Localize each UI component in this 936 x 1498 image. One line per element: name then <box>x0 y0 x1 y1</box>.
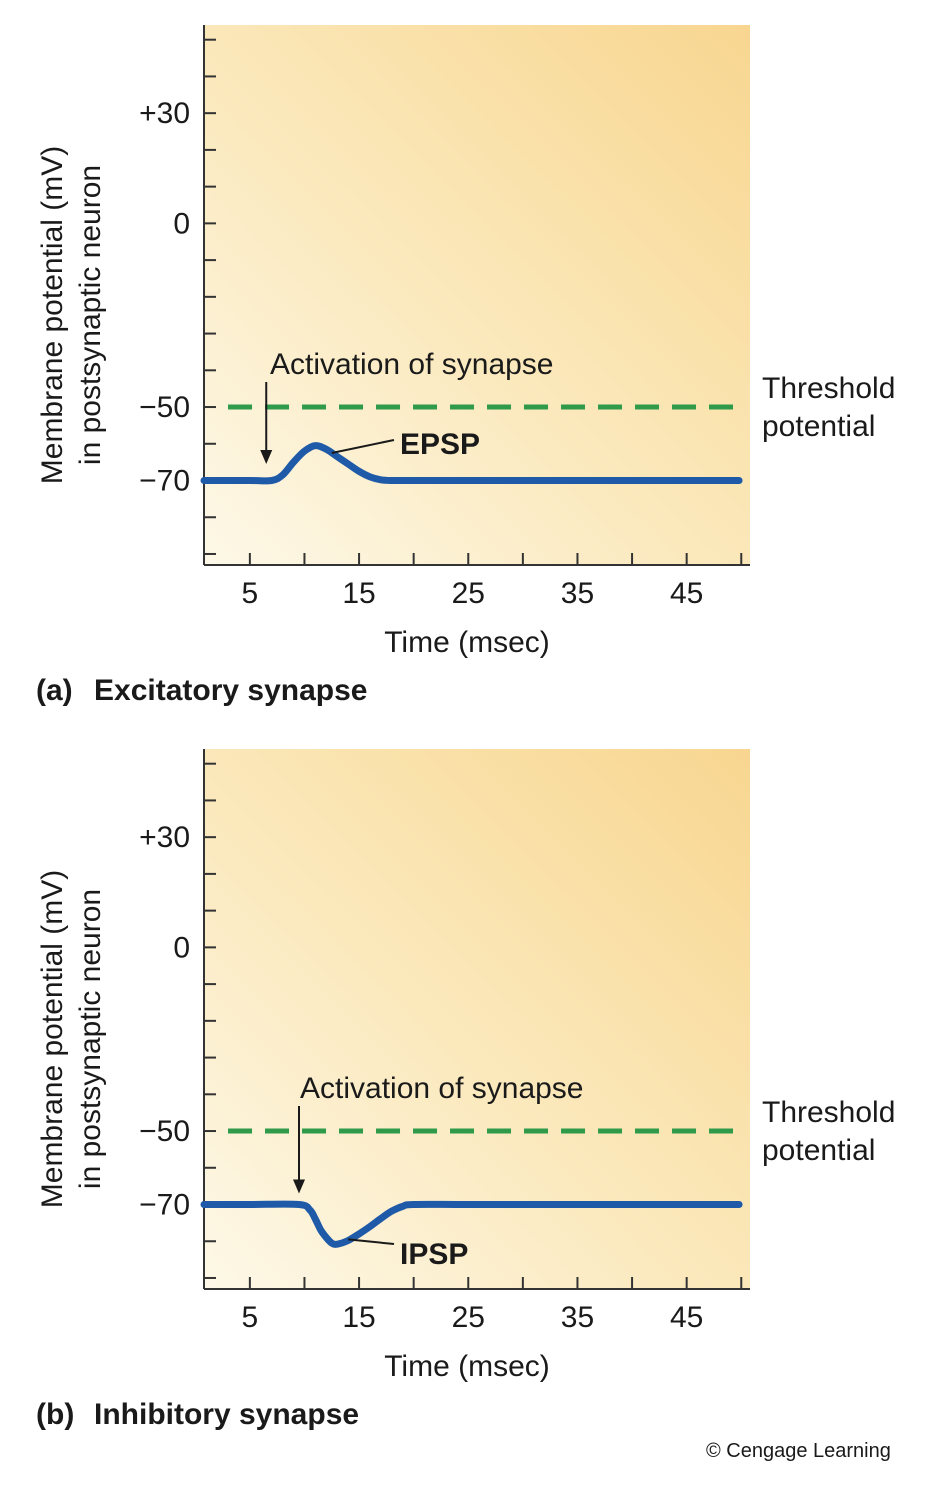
panel-label: (a) <box>36 674 73 707</box>
y-tick-label: −70 <box>139 1189 190 1222</box>
activation-annotation: Activation of synapse <box>270 348 554 381</box>
threshold-label: potential <box>762 1134 875 1167</box>
y-tick-label: 0 <box>173 931 190 964</box>
y-tick-label: 0 <box>173 207 190 240</box>
y-axis-title: in postsynaptic neuron <box>74 165 107 465</box>
x-tick-label: 5 <box>242 577 259 610</box>
panel-title: Excitatory synapse <box>94 674 367 707</box>
series-label-leader <box>348 1238 395 1245</box>
x-tick-label: 45 <box>670 1301 703 1334</box>
y-axis-title: in postsynaptic neuron <box>74 889 107 1189</box>
y-axis-title: Membrane potential (mV) <box>36 870 69 1208</box>
x-tick-label: 15 <box>342 1301 375 1334</box>
plot-background <box>204 25 750 565</box>
x-axis-title: Time (msec) <box>384 626 550 659</box>
y-tick-label: +30 <box>139 821 190 854</box>
y-tick-label: +30 <box>139 97 190 130</box>
panel-label: (b) <box>36 1398 74 1431</box>
y-tick-label: −50 <box>139 1115 190 1148</box>
x-tick-label: 5 <box>242 1301 259 1334</box>
x-tick-label: 45 <box>670 577 703 610</box>
credit-line: © Cengage Learning <box>706 1440 891 1462</box>
panel-title: Inhibitory synapse <box>94 1398 359 1431</box>
x-tick-label: 15 <box>342 577 375 610</box>
y-tick-label: −70 <box>139 465 190 498</box>
series-label-epsp: EPSP <box>400 428 480 461</box>
series-line-ipsp <box>200 1200 743 1248</box>
threshold-label: Threshold <box>762 372 895 405</box>
chart-panel-a: +30 0 −50 −70 5 15 25 35 45 Time (msec) Membrane p… <box>36 25 895 707</box>
y-tick-label: −50 <box>139 391 190 424</box>
activation-annotation: Activation of synapse <box>300 1072 584 1105</box>
chart-panel-b: +30 0 −50 −70 5 15 25 35 45 Time (msec) Membrane p… <box>36 749 895 1431</box>
x-axis-title: Time (msec) <box>384 1350 550 1383</box>
series-label-leader <box>331 439 395 454</box>
series-line-epsp <box>200 442 743 485</box>
x-tick-label: 25 <box>452 1301 485 1334</box>
x-tick-label: 35 <box>561 577 594 610</box>
x-tick-label: 35 <box>561 1301 594 1334</box>
series-label-ipsp: IPSP <box>400 1238 468 1271</box>
plot-background <box>204 749 750 1289</box>
y-axis-title: Membrane potential (mV) <box>36 146 69 484</box>
threshold-label: potential <box>762 410 875 443</box>
x-tick-label: 25 <box>452 577 485 610</box>
activation-arrowhead <box>260 449 273 464</box>
activation-arrowhead <box>293 1179 306 1194</box>
threshold-label: Threshold <box>762 1096 895 1129</box>
